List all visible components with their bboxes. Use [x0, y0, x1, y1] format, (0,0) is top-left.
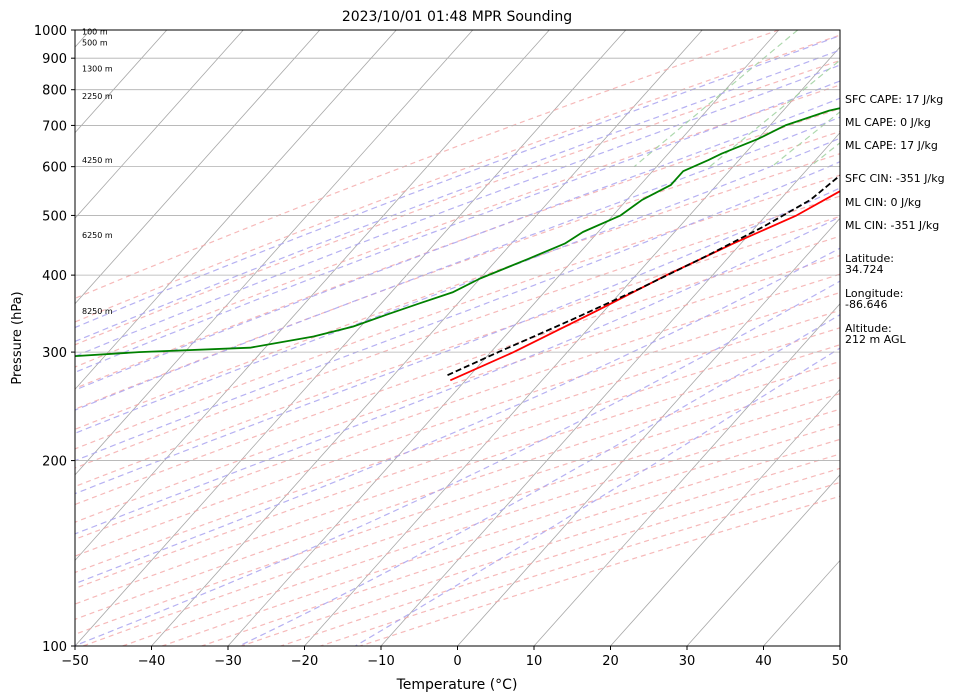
dry-adiabat-line — [75, 195, 840, 469]
longitude-label: Longitude: — [845, 287, 904, 300]
dry-adiabat-line — [75, 174, 840, 450]
height-label: 500 m — [82, 38, 108, 47]
altitude-label: Altitude: — [845, 322, 892, 335]
y-tick-label: 400 — [42, 269, 67, 284]
isotherm-line — [75, 30, 627, 646]
moist-adiabat-line — [75, 116, 840, 411]
height-label: 100 m — [82, 27, 108, 36]
isotherm-line — [227, 30, 780, 646]
moist-adiabat-line — [75, 34, 840, 329]
moist-adiabat-line — [75, 247, 840, 585]
altitude-value: 212 m AGL — [845, 333, 906, 346]
y-tick-label: 800 — [42, 84, 67, 99]
height-label: 8250 m — [82, 307, 113, 316]
x-tick-label: −40 — [138, 654, 165, 669]
x-tick-label: −30 — [214, 654, 241, 669]
dry-adiabat-line — [75, 215, 840, 488]
isotherm-line — [686, 474, 840, 646]
ml-cin-text-2: ML CIN: -351 J/kg — [845, 219, 940, 232]
y-tick-label: 500 — [42, 209, 67, 224]
x-tick-label: 0 — [453, 654, 461, 669]
moist-adiabat-line — [238, 314, 840, 646]
y-tick-label: 100 — [42, 640, 67, 655]
ml-cape-text: ML CAPE: 0 J/kg — [845, 116, 931, 129]
isotherm-line — [380, 132, 840, 646]
isotherm-line — [75, 30, 474, 476]
dry-adiabat-line — [75, 130, 840, 410]
dry-adiabat-line — [201, 438, 840, 646]
isotherm-line — [75, 30, 244, 219]
moist-adiabat-line — [355, 347, 840, 646]
x-tick-label: 40 — [755, 654, 772, 669]
moist-adiabat-line — [75, 49, 840, 343]
x-tick-label: −50 — [61, 654, 88, 669]
moist-adiabat-line — [75, 80, 840, 373]
x-tick-label: 50 — [832, 654, 849, 669]
y-tick-label: 600 — [42, 161, 67, 176]
height-label: 6250 m — [82, 231, 113, 240]
moist-adiabat-line — [75, 161, 840, 462]
y-tick-label: 300 — [42, 346, 67, 361]
y-tick-label: 700 — [42, 119, 67, 134]
y-tick-label: 1000 — [34, 24, 67, 39]
isotherm-line — [75, 30, 168, 134]
isotherm-line — [75, 30, 321, 305]
dry-adiabat-line — [75, 153, 840, 430]
dry-adiabat-line — [75, 59, 840, 346]
isotherm-line — [304, 46, 840, 646]
isotherm-line — [610, 388, 840, 646]
dry-adiabat-line — [122, 408, 840, 646]
isotherm-line — [151, 30, 703, 646]
moist-adiabat-line — [75, 64, 840, 357]
height-label: 1300 m — [82, 64, 113, 73]
x-tick-label: −20 — [291, 654, 318, 669]
mixing-ratio-line — [771, 111, 840, 168]
y-axis-label: Pressure (hPa) — [10, 291, 25, 384]
dry-adiabat-line — [75, 254, 840, 523]
chart-title: 2023/10/01 01:48 MPR Sounding — [342, 9, 572, 25]
isotherm-line — [75, 30, 397, 390]
moist-adiabat-line — [75, 97, 840, 391]
isotherm-line — [75, 30, 550, 562]
temperature-profile-line — [449, 190, 840, 382]
sfc-cin-text: SFC CIN: -351 J/kg — [845, 172, 945, 185]
moist-adiabat-line — [75, 280, 840, 646]
height-label: 2250 m — [82, 92, 113, 101]
x-tick-label: 30 — [679, 654, 696, 669]
dry-adiabat-line — [75, 377, 840, 635]
dewpoint-profile-line — [75, 107, 840, 358]
dry-adiabat-line — [75, 360, 840, 620]
moist-adiabat-line — [75, 216, 840, 535]
y-tick-label: 900 — [42, 52, 67, 67]
ml-cin-text: ML CIN: 0 J/kg — [845, 196, 922, 209]
dry-adiabat-line — [75, 309, 840, 574]
moist-adiabat-line — [75, 187, 840, 495]
y-tick-label: 200 — [42, 455, 67, 470]
dry-adiabat-line — [75, 30, 779, 299]
latitude-label: Latitude: — [845, 252, 894, 265]
isotherm-line — [533, 303, 840, 646]
longitude-value: -86.646 — [845, 298, 888, 311]
dry-adiabat-line — [162, 423, 840, 646]
ml-cape-text-2: ML CAPE: 17 J/kg — [845, 139, 938, 152]
x-tick-label: 20 — [602, 654, 619, 669]
plot-frame — [74, 29, 841, 647]
height-label: 4250 m — [82, 156, 113, 165]
x-axis-label: Temperature (°C) — [396, 677, 518, 693]
x-tick-label: −10 — [367, 654, 394, 669]
sfc-cape-text: SFC CAPE: 17 J/kg — [845, 93, 944, 106]
latitude-value: 34.724 — [845, 263, 884, 276]
dry-adiabat-line — [75, 34, 840, 323]
x-tick-label: 10 — [526, 654, 543, 669]
dry-adiabat-line — [75, 84, 840, 368]
